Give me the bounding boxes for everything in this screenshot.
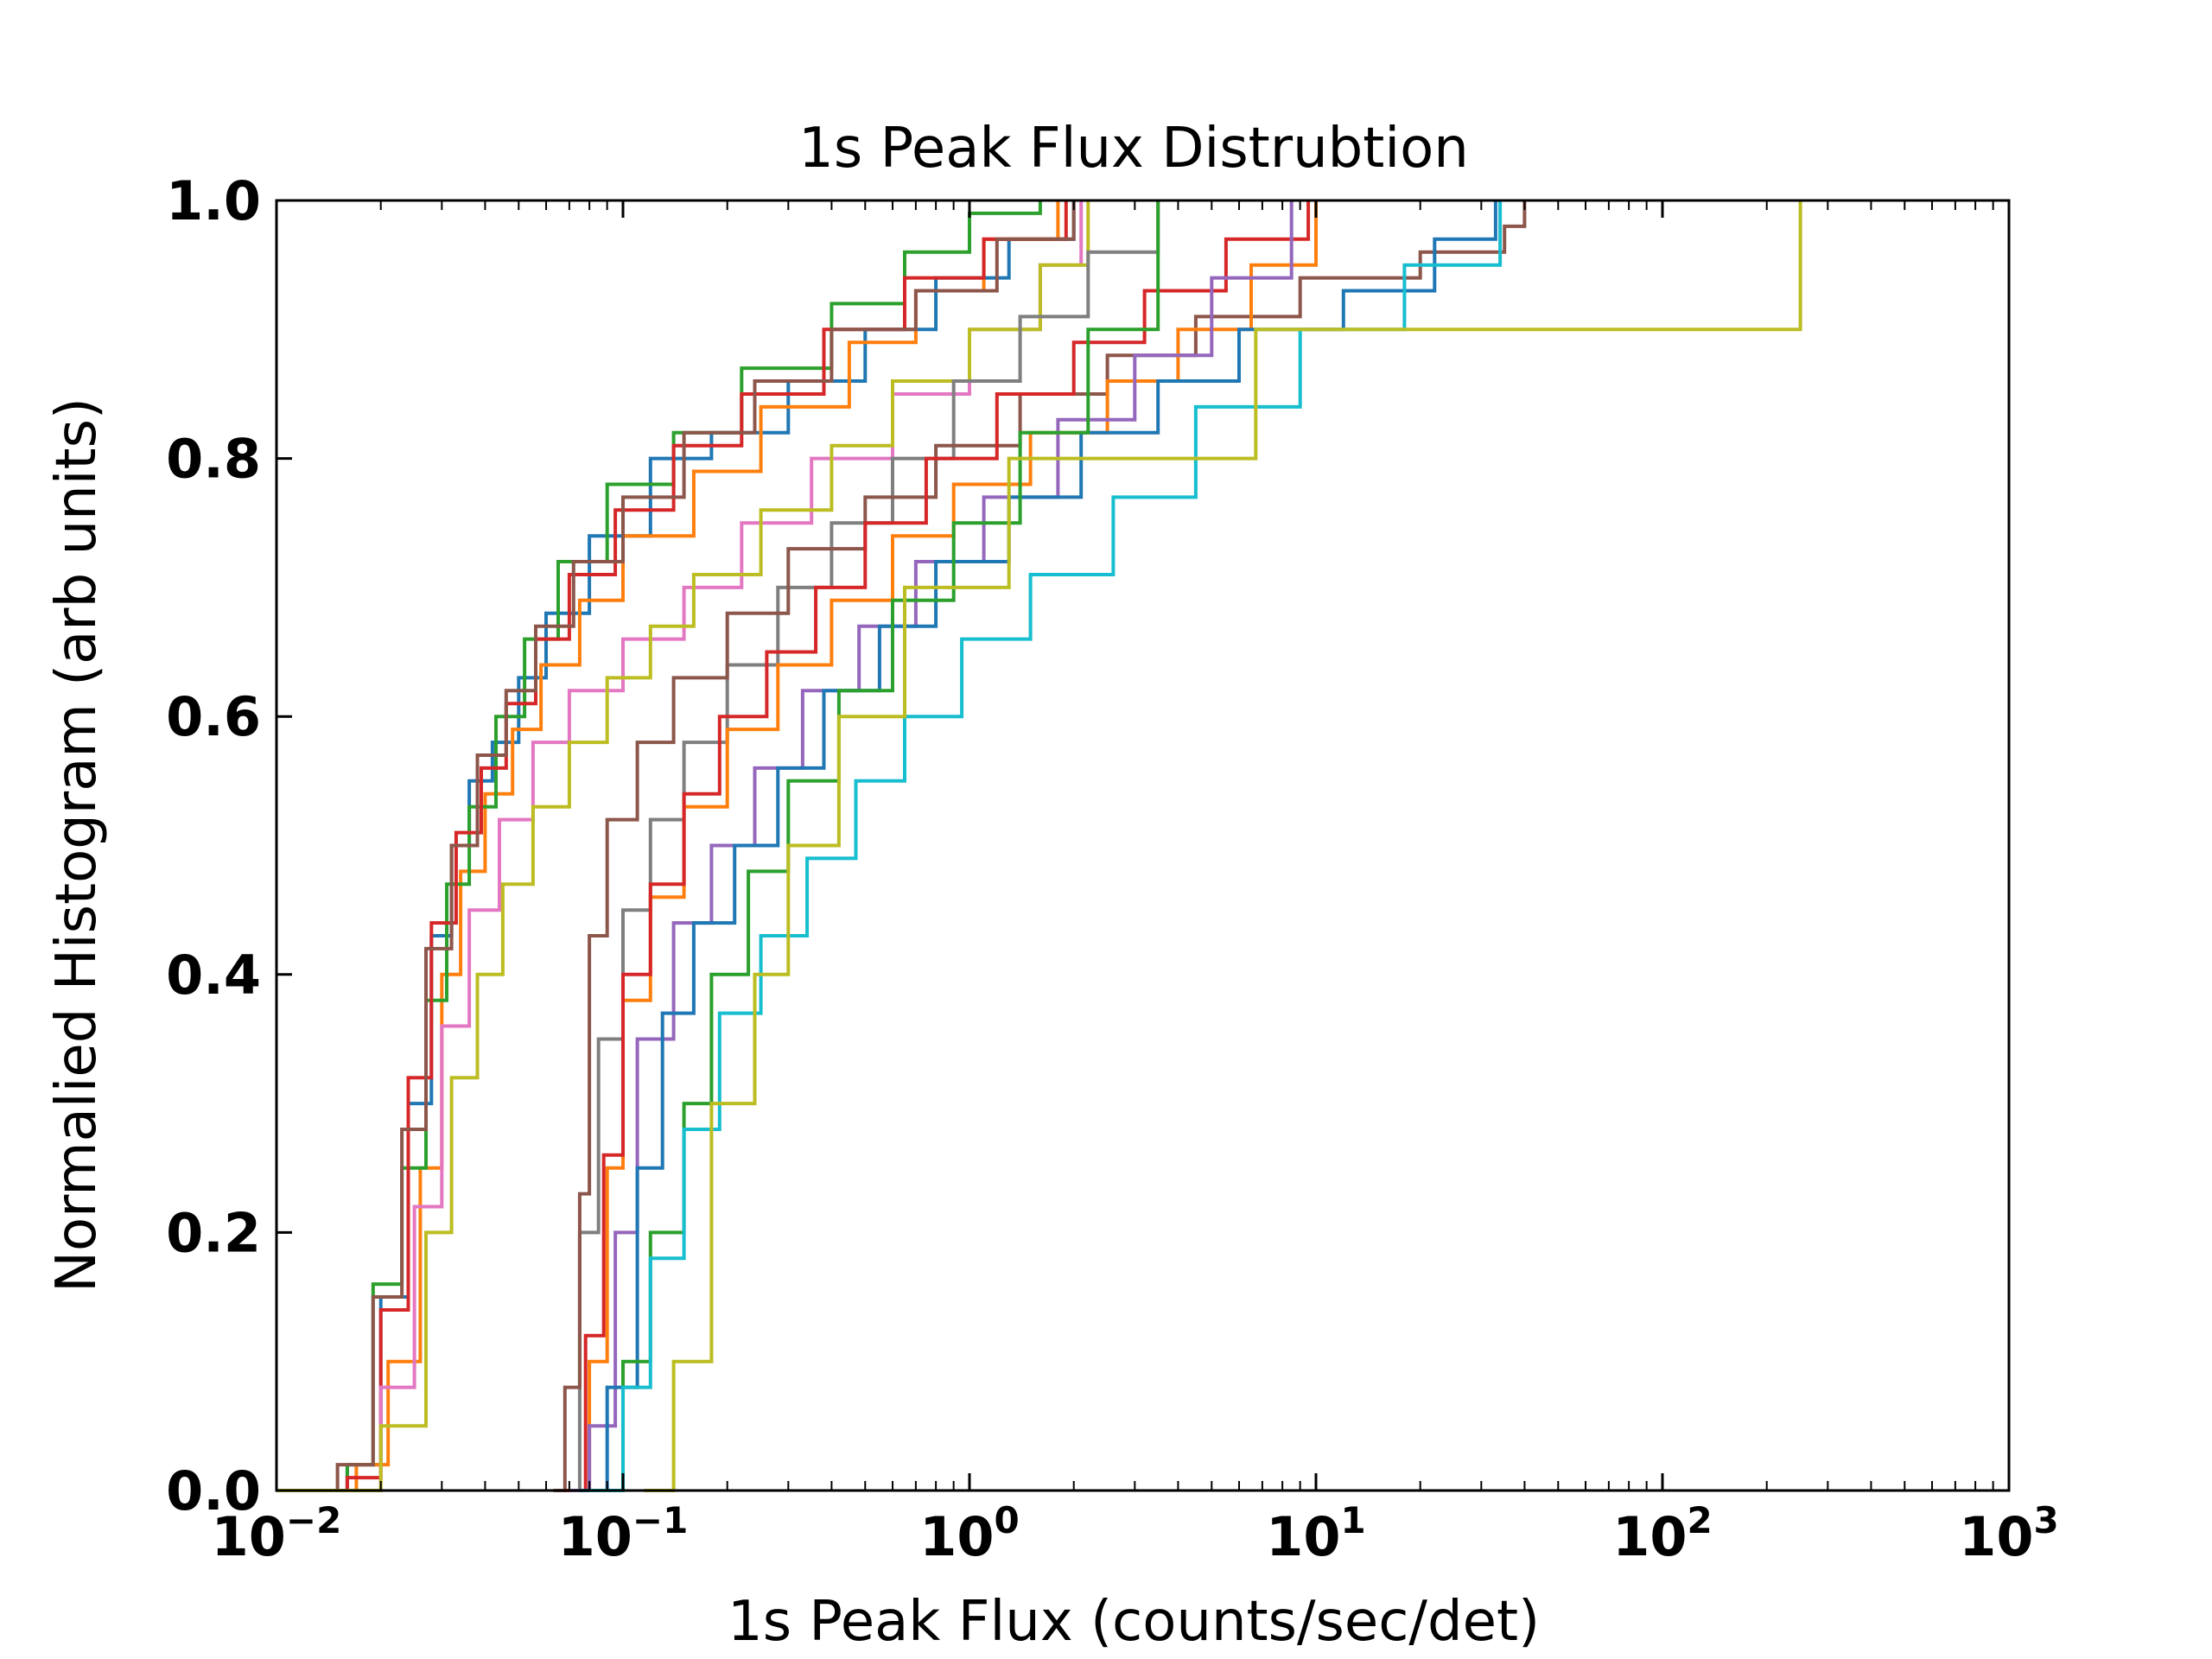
- x-tick-label-4: 102: [1612, 1499, 1713, 1568]
- series-group: [276, 200, 1802, 1492]
- x-tick-label-2: 100: [919, 1499, 1020, 1568]
- y-tick-label-0: 0.0: [166, 1459, 261, 1522]
- y-tick-label-1: 0.2: [166, 1201, 261, 1264]
- series-line-14: [589, 200, 1503, 1492]
- y-tick-label-5: 1.0: [166, 169, 261, 232]
- chart-title: 1s Peak Flux Distrubtion: [798, 117, 1469, 181]
- series-line-5: [276, 200, 1084, 1492]
- x-axis-label: 1s Peak Flux (counts/sec/det): [728, 1590, 1540, 1654]
- series-line-6: [276, 200, 1090, 1492]
- x-tick-label-3: 101: [1266, 1499, 1366, 1568]
- series-line-4: [276, 200, 1076, 1492]
- series-line-15: [644, 200, 1802, 1492]
- series-line-13: [589, 200, 1160, 1492]
- plot-area-frame: [275, 199, 2011, 1492]
- ticks-group: 0.0 0.2 0.4 0.6 0.8 1.0 10−2 10−1 100 101 102 103: [166, 169, 2059, 1568]
- x-tick-label-1: 10−1: [558, 1499, 689, 1568]
- series-line-11: [569, 200, 1294, 1492]
- series-line-1: [276, 200, 1060, 1492]
- y-axis-label: Normalied Histogram (arb units): [45, 397, 109, 1293]
- y-tick-label-4: 0.8: [166, 428, 261, 491]
- x-tick-label-0: 10−2: [212, 1499, 342, 1568]
- y-tick-label-2: 0.4: [166, 944, 261, 1007]
- x-tick-label-5: 103: [1959, 1499, 2059, 1568]
- y-tick-label-3: 0.6: [166, 685, 261, 748]
- series-line-10: [564, 200, 1311, 1492]
